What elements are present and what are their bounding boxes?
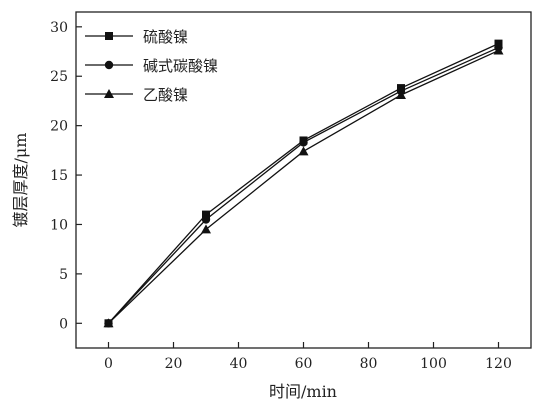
x-tick-label: 0 bbox=[104, 356, 113, 372]
data-point bbox=[202, 210, 210, 219]
data-point bbox=[298, 146, 309, 156]
data-point bbox=[201, 215, 211, 224]
y-tick-label: 15 bbox=[50, 168, 68, 184]
legend-marker bbox=[105, 32, 113, 40]
legend-label: 乙酸镍 bbox=[143, 86, 188, 104]
series-3 bbox=[103, 45, 504, 328]
data-point bbox=[493, 45, 504, 55]
legend-item: 乙酸镍 bbox=[85, 86, 188, 104]
legend-label: 碱式碳酸镍 bbox=[143, 57, 218, 75]
x-tick-label: 60 bbox=[295, 356, 313, 372]
legend-item: 碱式碳酸镍 bbox=[85, 57, 218, 75]
x-tick-label: 100 bbox=[420, 356, 447, 372]
y-axis: 0 5 10 15 20 25 30 bbox=[50, 20, 82, 332]
data-point bbox=[201, 224, 211, 234]
y-tick-label: 5 bbox=[59, 267, 68, 283]
x-tick-label: 120 bbox=[485, 356, 512, 372]
y-tick-label: 25 bbox=[50, 69, 68, 85]
y-tick-label: 30 bbox=[50, 20, 68, 36]
series-layer bbox=[103, 39, 504, 328]
data-point bbox=[103, 318, 114, 328]
data-point bbox=[396, 90, 406, 100]
x-tick-label: 40 bbox=[230, 356, 248, 372]
y-tick-label: 0 bbox=[59, 316, 68, 332]
series-1 bbox=[104, 39, 503, 328]
legend-item: 硫酸镍 bbox=[85, 28, 188, 46]
x-axis: 0 20 40 60 80 100 120 bbox=[104, 342, 512, 372]
x-tick-label: 20 bbox=[165, 356, 183, 372]
legend-marker bbox=[104, 60, 114, 70]
x-tick-label: 80 bbox=[360, 356, 378, 372]
legend-marker bbox=[104, 89, 114, 98]
x-axis-title: 时间/min bbox=[269, 382, 337, 401]
y-tick-label: 20 bbox=[50, 119, 68, 135]
legend-label: 硫酸镍 bbox=[143, 28, 188, 46]
y-tick-label: 10 bbox=[50, 217, 68, 233]
y-axis-title: 镀层厚度/μm bbox=[11, 133, 30, 228]
data-point bbox=[299, 138, 308, 147]
